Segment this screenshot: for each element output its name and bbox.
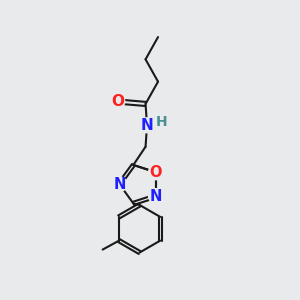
Text: N: N (150, 189, 162, 204)
Text: N: N (141, 118, 153, 133)
Text: N: N (113, 177, 126, 192)
Circle shape (110, 94, 125, 109)
Circle shape (148, 189, 164, 203)
Circle shape (140, 118, 154, 133)
Text: O: O (111, 94, 124, 109)
Circle shape (112, 177, 127, 192)
Text: H: H (155, 115, 167, 129)
Text: O: O (150, 165, 162, 180)
Circle shape (148, 165, 164, 180)
